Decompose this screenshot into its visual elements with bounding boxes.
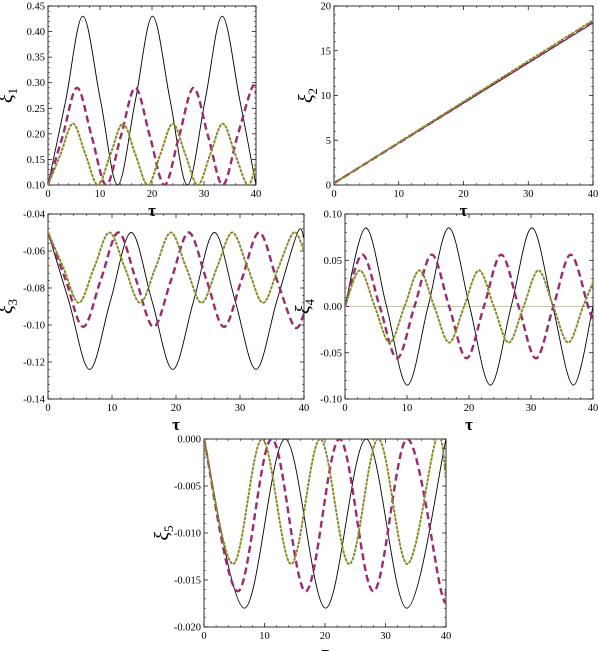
y-tick-label: 0.45	[27, 2, 45, 13]
series-line-dotted	[345, 269, 593, 344]
y-tick-label: -0.005	[174, 482, 201, 493]
x-tick-label: 0	[201, 631, 206, 642]
series-group	[345, 227, 593, 386]
y-tick-label: 10	[321, 91, 332, 102]
x-axis-label: τ	[321, 643, 329, 651]
series-line-dotted	[334, 19, 593, 185]
x-tick-label: 30	[526, 403, 537, 414]
x-tick-label: 10	[394, 189, 405, 200]
y-tick-label: -0.020	[174, 623, 201, 634]
y-tick-label: 0	[326, 181, 331, 192]
y-tick-label: -0.05	[320, 348, 342, 359]
panel-xi3: 0 10 20 30 40 -0.14 -0.12 -0.10 -0.08 -0.06 -0.04 τ…	[0, 210, 309, 435]
y-tick-label: 5	[326, 136, 331, 147]
x-tick-label: 40	[588, 403, 598, 414]
y-tick-label: 0.10	[324, 210, 342, 221]
y-tick-label: -0.10	[23, 321, 45, 332]
y-axis-label: ξ5	[151, 525, 176, 540]
series-group	[48, 228, 304, 370]
x-tick-label: 0	[331, 189, 336, 200]
x-axis-label: τ	[460, 201, 468, 220]
x-tick-label: 30	[380, 631, 391, 642]
y-tick-label: 0.15	[27, 155, 45, 166]
y-tick-label: -0.12	[23, 358, 45, 369]
x-tick-label: 40	[588, 189, 598, 200]
y-tick-label: -0.010	[174, 529, 201, 540]
x-tick-label: 0	[342, 403, 347, 414]
y-tick-label: -0.10	[320, 395, 342, 406]
y-tick-label: -0.015	[174, 576, 201, 587]
y-tick-label: -0.06	[23, 247, 45, 258]
x-axis-label: τ	[172, 415, 180, 434]
y-tick-label: 0.35	[27, 53, 45, 64]
series-line-solid	[204, 439, 446, 609]
plot-frame	[47, 213, 305, 400]
series-line-solid	[48, 228, 304, 370]
y-tick-label: 0.40	[27, 27, 45, 38]
y-tick-label: 0.000	[177, 435, 201, 446]
y-tick-label: 0.20	[27, 129, 45, 140]
y-tick-label: 0.25	[27, 104, 45, 115]
x-tick-label: 0	[45, 189, 50, 200]
x-tick-label: 10	[107, 403, 118, 414]
x-axis-label: τ	[148, 201, 156, 220]
y-tick-label: 20	[321, 2, 332, 13]
series-group	[48, 15, 256, 185]
panel-xi5: 0 10 20 30 40 -0.020 -0.015 -0.010 -0.005 0.000 τ ξ…	[151, 435, 451, 651]
y-tick-label: 0.00	[324, 302, 342, 313]
x-tick-label: 10	[95, 189, 106, 200]
y-tick-label: 0.05	[324, 256, 342, 267]
panel-xi4: 0 10 20 30 40 -0.10 -0.05 0.00 0.05 0.10 τ ξ4	[292, 210, 598, 435]
series-line-dotted	[48, 122, 256, 185]
x-tick-label: 20	[464, 403, 475, 414]
x-tick-label: 30	[523, 189, 534, 200]
series-line-dashed	[204, 439, 446, 604]
series-line-dashed	[48, 231, 304, 330]
series-line-dashed	[48, 84, 256, 185]
x-tick-label: 20	[458, 189, 469, 200]
x-tick-label: 40	[299, 403, 310, 414]
y-tick-label: -0.04	[23, 210, 46, 221]
x-tick-label: 10	[259, 631, 270, 642]
series-group	[334, 19, 593, 185]
panel-xi1: 0 10 20 30 40 0.10 0.15 0.20 0.25 0.30 0.35 0.40 0.4…	[0, 2, 261, 221]
y-tick-label: -0.14	[23, 395, 46, 406]
y-axis-label: ξ4	[292, 298, 317, 314]
plot-frame	[203, 438, 447, 628]
x-tick-label: 30	[235, 403, 246, 414]
x-tick-label: 10	[402, 403, 413, 414]
y-tick-label: 15	[321, 46, 332, 57]
y-axis-label: ξ3	[0, 299, 20, 314]
series-line-dotted	[204, 439, 446, 566]
x-tick-label: 20	[320, 631, 331, 642]
plot-frame	[47, 5, 257, 186]
x-tick-label: 40	[441, 631, 452, 642]
x-tick-label: 30	[199, 189, 210, 200]
x-tick-label: 0	[45, 403, 50, 414]
x-tick-label: 40	[251, 189, 262, 200]
y-tick-label: 0.10	[27, 181, 45, 192]
y-axis-label: ξ2	[295, 88, 320, 103]
series-line-solid	[48, 15, 256, 185]
y-tick-label: -0.08	[23, 284, 45, 295]
x-tick-label: 20	[171, 403, 182, 414]
series-line-dotted	[48, 231, 304, 304]
x-tick-label: 20	[147, 189, 158, 200]
y-axis-label: ξ1	[0, 88, 20, 103]
series-group	[204, 439, 446, 609]
y-tick-label: 0.30	[27, 78, 45, 89]
x-axis-label: τ	[465, 415, 473, 434]
series-line-dashed	[345, 253, 593, 360]
